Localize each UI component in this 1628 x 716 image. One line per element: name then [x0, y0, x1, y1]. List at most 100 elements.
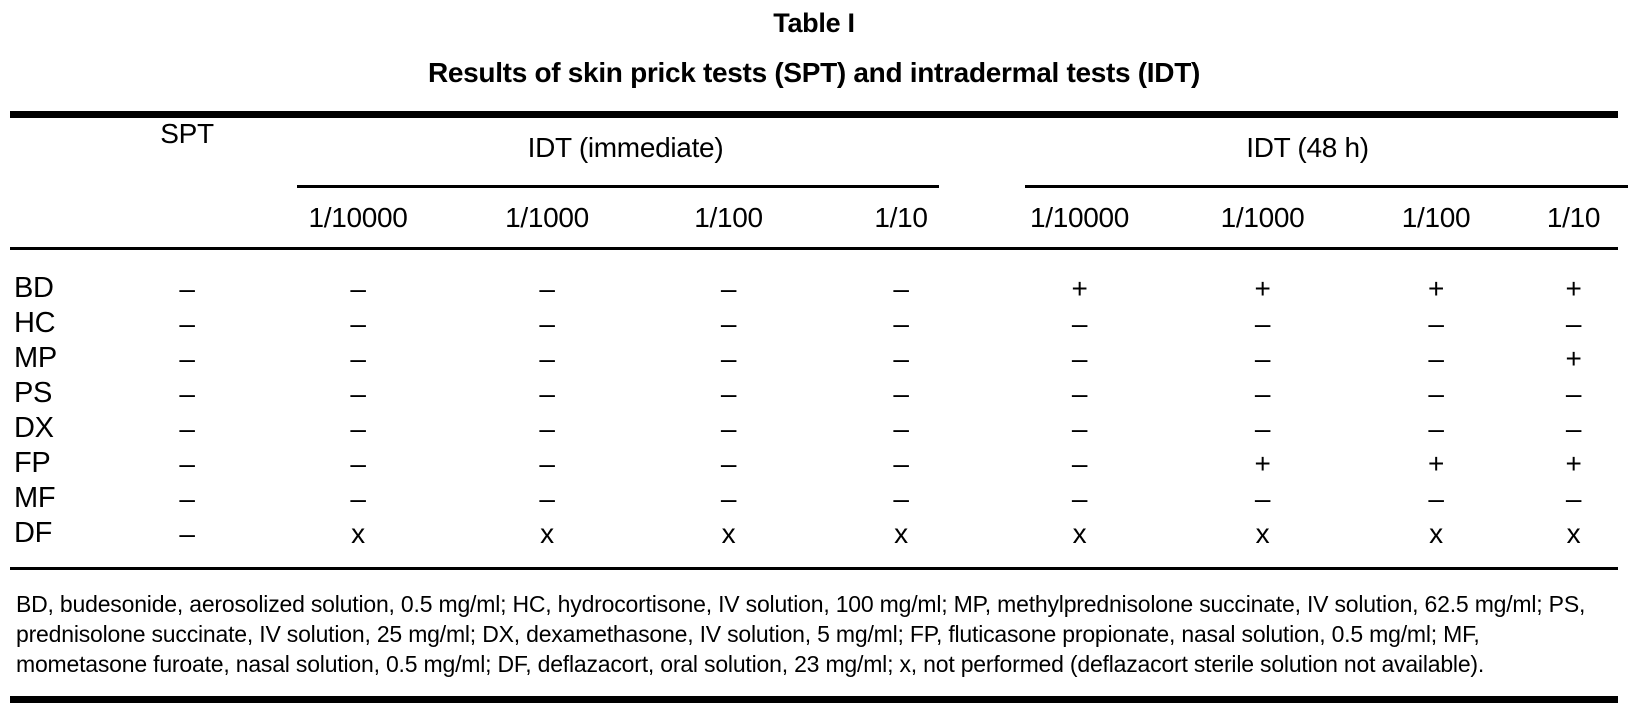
result-cell: + — [1565, 272, 1582, 304]
row-label: PS — [14, 377, 53, 409]
result-cell: – — [179, 482, 195, 514]
result-cell: – — [350, 377, 366, 409]
row-label: MP — [14, 342, 57, 374]
result-cell: – — [179, 447, 195, 479]
table-row: FP – – – – – – + + + — [0, 446, 1628, 481]
result-cell: – — [1071, 412, 1088, 444]
result-cell: – — [893, 307, 909, 339]
result-cell: – — [1254, 377, 1271, 409]
dilution-header: 1/100 — [1401, 201, 1471, 233]
result-cell: – — [350, 482, 366, 514]
idt-48h-spanner-rule — [1025, 185, 1628, 188]
result-cell: x — [351, 517, 365, 549]
idt-immediate-group-header: IDT (immediate) — [264, 118, 987, 188]
table-caption: Results of skin prick tests (SPT) and in… — [427, 57, 1201, 88]
result-cell: – — [179, 342, 195, 374]
idt-48h-group-label: IDT (48 h) — [1246, 132, 1369, 163]
result-cell: – — [720, 482, 737, 514]
result-cell: x — [894, 517, 908, 549]
result-cell: – — [720, 377, 737, 409]
result-cell: – — [539, 272, 555, 304]
dilution-header: 1/10000 — [308, 201, 408, 233]
result-cell: – — [539, 412, 555, 444]
idt-immediate-group-label: IDT (immediate) — [527, 132, 724, 163]
table-number-title: Table I — [773, 8, 855, 38]
idt-immediate-spanner-rule — [297, 185, 939, 188]
dilution-header: 1/10 — [1546, 201, 1601, 233]
table-row: DF – x x x x x x x x — [0, 516, 1628, 567]
result-cell: x — [1255, 517, 1270, 549]
result-cell: x — [540, 517, 554, 549]
table-row: MP – – – – – – – – + — [0, 341, 1628, 376]
result-cell: – — [720, 272, 737, 304]
result-cell: x — [1566, 517, 1581, 549]
result-cell: – — [179, 272, 195, 304]
result-cell: + — [1254, 272, 1271, 304]
result-cell: – — [1254, 482, 1271, 514]
result-cell: – — [350, 447, 366, 479]
table-footnote: BD, budesonide, aerosolized solution, 0.… — [16, 591, 1586, 677]
result-cell: – — [539, 342, 555, 374]
result-cell: – — [1565, 377, 1582, 409]
row-label: BD — [14, 272, 54, 304]
result-cell: – — [1565, 412, 1582, 444]
result-cell: – — [1254, 342, 1271, 374]
result-cell: – — [893, 482, 909, 514]
result-cell: – — [539, 447, 555, 479]
result-cell: x — [1429, 517, 1443, 549]
dilution-header: 1/10 — [874, 201, 928, 233]
top-rule — [10, 111, 1618, 118]
result-cell: – — [179, 377, 195, 409]
bottom-rule — [10, 696, 1618, 703]
row-label: DX — [14, 412, 54, 444]
dilution-header: 1/10000 — [1029, 201, 1130, 233]
footnote-rule — [10, 567, 1618, 570]
row-label: MF — [14, 482, 56, 514]
result-cell: – — [179, 412, 195, 444]
empty-cell — [0, 188, 110, 247]
result-cell: – — [893, 377, 909, 409]
result-cell: – — [893, 342, 909, 374]
row-label: FP — [14, 447, 51, 479]
result-cell: x — [721, 517, 736, 549]
result-cell: – — [1428, 412, 1444, 444]
result-cell: – — [1071, 307, 1088, 339]
result-cell: – — [1565, 482, 1582, 514]
result-cell: – — [350, 272, 366, 304]
result-cell: x — [1072, 517, 1087, 549]
table-row: PS – – – – – – – – – — [0, 376, 1628, 411]
result-cell: + — [1427, 272, 1445, 304]
result-cell: – — [539, 377, 555, 409]
result-cell: – — [1071, 447, 1088, 479]
dilution-header: 1/100 — [694, 201, 763, 233]
result-cell: – — [893, 272, 909, 304]
corner-cell — [0, 118, 110, 188]
result-cell: + — [1427, 447, 1445, 479]
result-cell: – — [1254, 412, 1271, 444]
result-cell: – — [1428, 377, 1444, 409]
table-row: MF – – – – – – – – – — [0, 481, 1628, 516]
idt-48h-group-header: IDT (48 h) — [987, 118, 1628, 188]
result-cell: – — [1428, 342, 1444, 374]
result-cell: – — [539, 307, 555, 339]
result-cell: – — [179, 307, 195, 339]
dilution-header-row: 1/10000 1/1000 1/100 1/10 1/10000 1/1000… — [0, 188, 1628, 247]
header-rule — [10, 247, 1618, 250]
result-cell: – — [539, 482, 555, 514]
table-header: SPT IDT (immediate) IDT (48 h) 1/10000 1… — [0, 118, 1628, 247]
result-cell: – — [1428, 307, 1444, 339]
row-label: HC — [14, 307, 56, 339]
result-cell: – — [893, 412, 909, 444]
table-row: BD – – – – – + + + + — [0, 247, 1628, 306]
result-cell: – — [1071, 377, 1088, 409]
results-table: SPT IDT (immediate) IDT (48 h) 1/10000 1… — [0, 118, 1628, 567]
result-cell: – — [179, 517, 195, 549]
table-row: DX – – – – – – – – – — [0, 411, 1628, 446]
result-cell: – — [720, 307, 737, 339]
spt-column-header: SPT — [160, 118, 214, 149]
result-cell: – — [720, 342, 737, 374]
result-cell: – — [1071, 342, 1088, 374]
result-cell: – — [350, 412, 366, 444]
result-cell: + — [1565, 447, 1582, 479]
